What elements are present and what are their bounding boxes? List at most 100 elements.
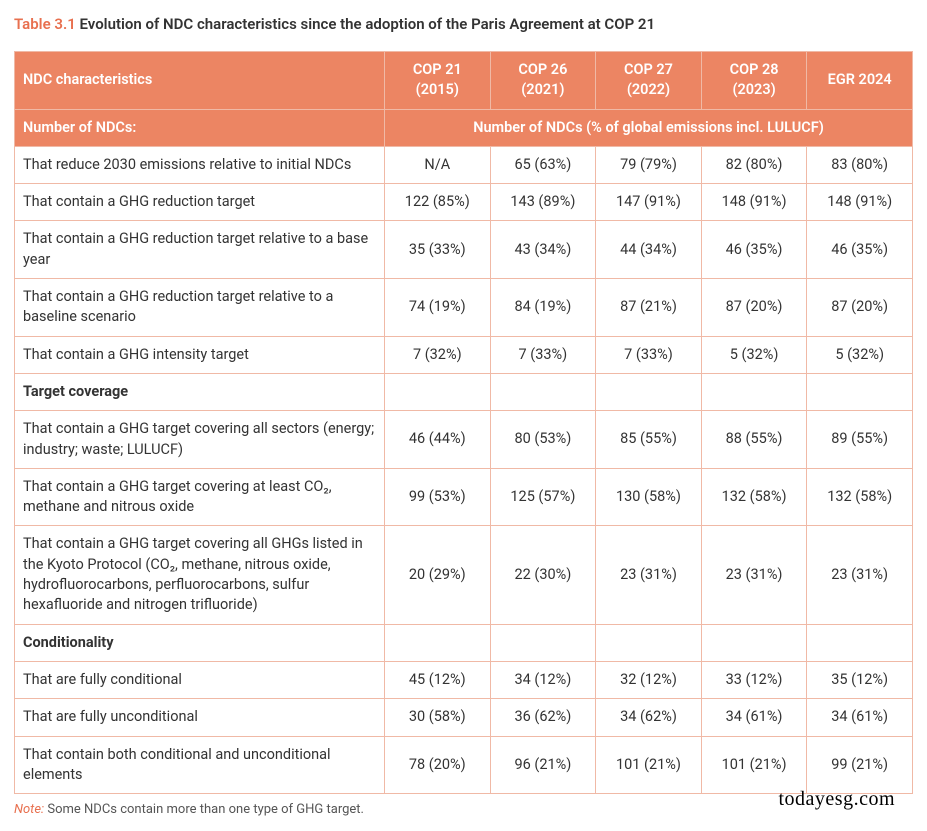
empty-cell <box>701 373 807 410</box>
table-title: Table 3.1 Evolution of NDC characteristi… <box>14 14 913 35</box>
value-cell: 34 (61%) <box>701 699 807 736</box>
value-cell: 30 (58%) <box>385 699 491 736</box>
row-label-cell: That reduce 2030 emissions relative to i… <box>15 146 385 183</box>
col-header-egr2024: EGR 2024 <box>807 52 913 110</box>
table-row: That are fully conditional45 (12%)34 (12… <box>15 661 913 698</box>
table-row: That reduce 2030 emissions relative to i… <box>15 146 913 183</box>
value-cell: 96 (21%) <box>490 736 596 794</box>
value-cell: 82 (80%) <box>701 146 807 183</box>
table-header-row: NDC characteristics COP 21 (2015) COP 26… <box>15 52 913 110</box>
subheader-left: Number of NDCs: <box>15 109 385 146</box>
value-cell: 101 (21%) <box>701 736 807 794</box>
value-cell: 46 (35%) <box>701 221 807 279</box>
col-header-line2: (2023) <box>732 81 775 98</box>
table-row: That contain a GHG target covering all s… <box>15 411 913 469</box>
value-cell: 5 (32%) <box>807 336 913 373</box>
col-header-line1: EGR 2024 <box>828 71 892 88</box>
row-label-cell: That contain a GHG target covering all G… <box>15 526 385 624</box>
row-label-cell: That contain a GHG reduction target <box>15 184 385 221</box>
col-header-characteristics: NDC characteristics <box>15 52 385 110</box>
value-cell: 87 (20%) <box>701 279 807 337</box>
value-cell: 36 (62%) <box>490 699 596 736</box>
value-cell: 43 (34%) <box>490 221 596 279</box>
page-wrap: Table 3.1 Evolution of NDC characteristi… <box>14 14 913 817</box>
value-cell: 34 (61%) <box>807 699 913 736</box>
value-cell: 85 (55%) <box>596 411 702 469</box>
value-cell: 87 (20%) <box>807 279 913 337</box>
value-cell: 78 (20%) <box>385 736 491 794</box>
value-cell: 7 (32%) <box>385 336 491 373</box>
value-cell: 5 (32%) <box>701 336 807 373</box>
table-caption: Evolution of NDC characteristics since t… <box>80 15 656 33</box>
value-cell: 34 (62%) <box>596 699 702 736</box>
table-row: That contain both conditional and uncond… <box>15 736 913 794</box>
empty-cell <box>490 624 596 661</box>
table-body: That reduce 2030 emissions relative to i… <box>15 146 913 793</box>
col-header-line2: (2015) <box>416 81 459 98</box>
value-cell: 7 (33%) <box>490 336 596 373</box>
table-row: That contain a GHG reduction target rela… <box>15 279 913 337</box>
row-label-cell: That are fully conditional <box>15 661 385 698</box>
value-cell: 33 (12%) <box>701 661 807 698</box>
value-cell: 65 (63%) <box>490 146 596 183</box>
empty-cell <box>490 373 596 410</box>
table-row: That are fully unconditional30 (58%)36 (… <box>15 699 913 736</box>
value-cell: 83 (80%) <box>807 146 913 183</box>
table-row: That contain a GHG target covering all G… <box>15 526 913 624</box>
empty-cell <box>807 373 913 410</box>
value-cell: 99 (21%) <box>807 736 913 794</box>
value-cell: 130 (58%) <box>596 468 702 526</box>
section-header-cell: Target coverage <box>15 373 385 410</box>
value-cell: 88 (55%) <box>701 411 807 469</box>
section-header-cell: Conditionality <box>15 624 385 661</box>
value-cell: 125 (57%) <box>490 468 596 526</box>
row-label-cell: That contain a GHG target covering all s… <box>15 411 385 469</box>
value-cell: 143 (89%) <box>490 184 596 221</box>
table-row: That contain a GHG reduction target rela… <box>15 221 913 279</box>
watermark: todayesg.com <box>778 788 895 811</box>
empty-cell <box>807 624 913 661</box>
col-header-line1: COP 26 <box>518 61 567 78</box>
value-cell: 74 (19%) <box>385 279 491 337</box>
value-cell: 7 (33%) <box>596 336 702 373</box>
value-cell: 32 (12%) <box>596 661 702 698</box>
col-header-cop21: COP 21 (2015) <box>385 52 491 110</box>
value-cell: 89 (55%) <box>807 411 913 469</box>
table-row: That contain a GHG target covering at le… <box>15 468 913 526</box>
col-header-line1: COP 27 <box>624 61 673 78</box>
value-cell: 148 (91%) <box>701 184 807 221</box>
value-cell: 34 (12%) <box>490 661 596 698</box>
empty-cell <box>701 624 807 661</box>
value-cell: 80 (53%) <box>490 411 596 469</box>
table-number: Table 3.1 <box>14 15 76 33</box>
col-header-cop28: COP 28 (2023) <box>701 52 807 110</box>
row-label-cell: That contain a GHG target covering at le… <box>15 468 385 526</box>
ndc-table: NDC characteristics COP 21 (2015) COP 26… <box>14 51 913 794</box>
value-cell: 23 (31%) <box>807 526 913 624</box>
row-label-cell: That contain a GHG reduction target rela… <box>15 279 385 337</box>
note-text: Some NDCs contain more than one type of … <box>47 802 364 817</box>
value-cell: 79 (79%) <box>596 146 702 183</box>
col-header-line2: (2021) <box>521 81 564 98</box>
empty-cell <box>385 373 491 410</box>
table-row: That contain a GHG intensity target7 (32… <box>15 336 913 373</box>
value-cell: 132 (58%) <box>701 468 807 526</box>
value-cell: 22 (30%) <box>490 526 596 624</box>
table-subheader-row: Number of NDCs: Number of NDCs (% of glo… <box>15 109 913 146</box>
col-header-cop27: COP 27 (2022) <box>596 52 702 110</box>
value-cell: 46 (35%) <box>807 221 913 279</box>
empty-cell <box>596 373 702 410</box>
empty-cell <box>596 624 702 661</box>
value-cell: 147 (91%) <box>596 184 702 221</box>
value-cell: 20 (29%) <box>385 526 491 624</box>
row-label-cell: That contain both conditional and uncond… <box>15 736 385 794</box>
value-cell: 46 (44%) <box>385 411 491 469</box>
value-cell: 84 (19%) <box>490 279 596 337</box>
subheader-right: Number of NDCs (% of global emissions in… <box>385 109 913 146</box>
row-label-cell: That are fully unconditional <box>15 699 385 736</box>
row-label-cell: That contain a GHG intensity target <box>15 336 385 373</box>
value-cell: 99 (53%) <box>385 468 491 526</box>
table-row: Target coverage <box>15 373 913 410</box>
empty-cell <box>385 624 491 661</box>
value-cell: 148 (91%) <box>807 184 913 221</box>
